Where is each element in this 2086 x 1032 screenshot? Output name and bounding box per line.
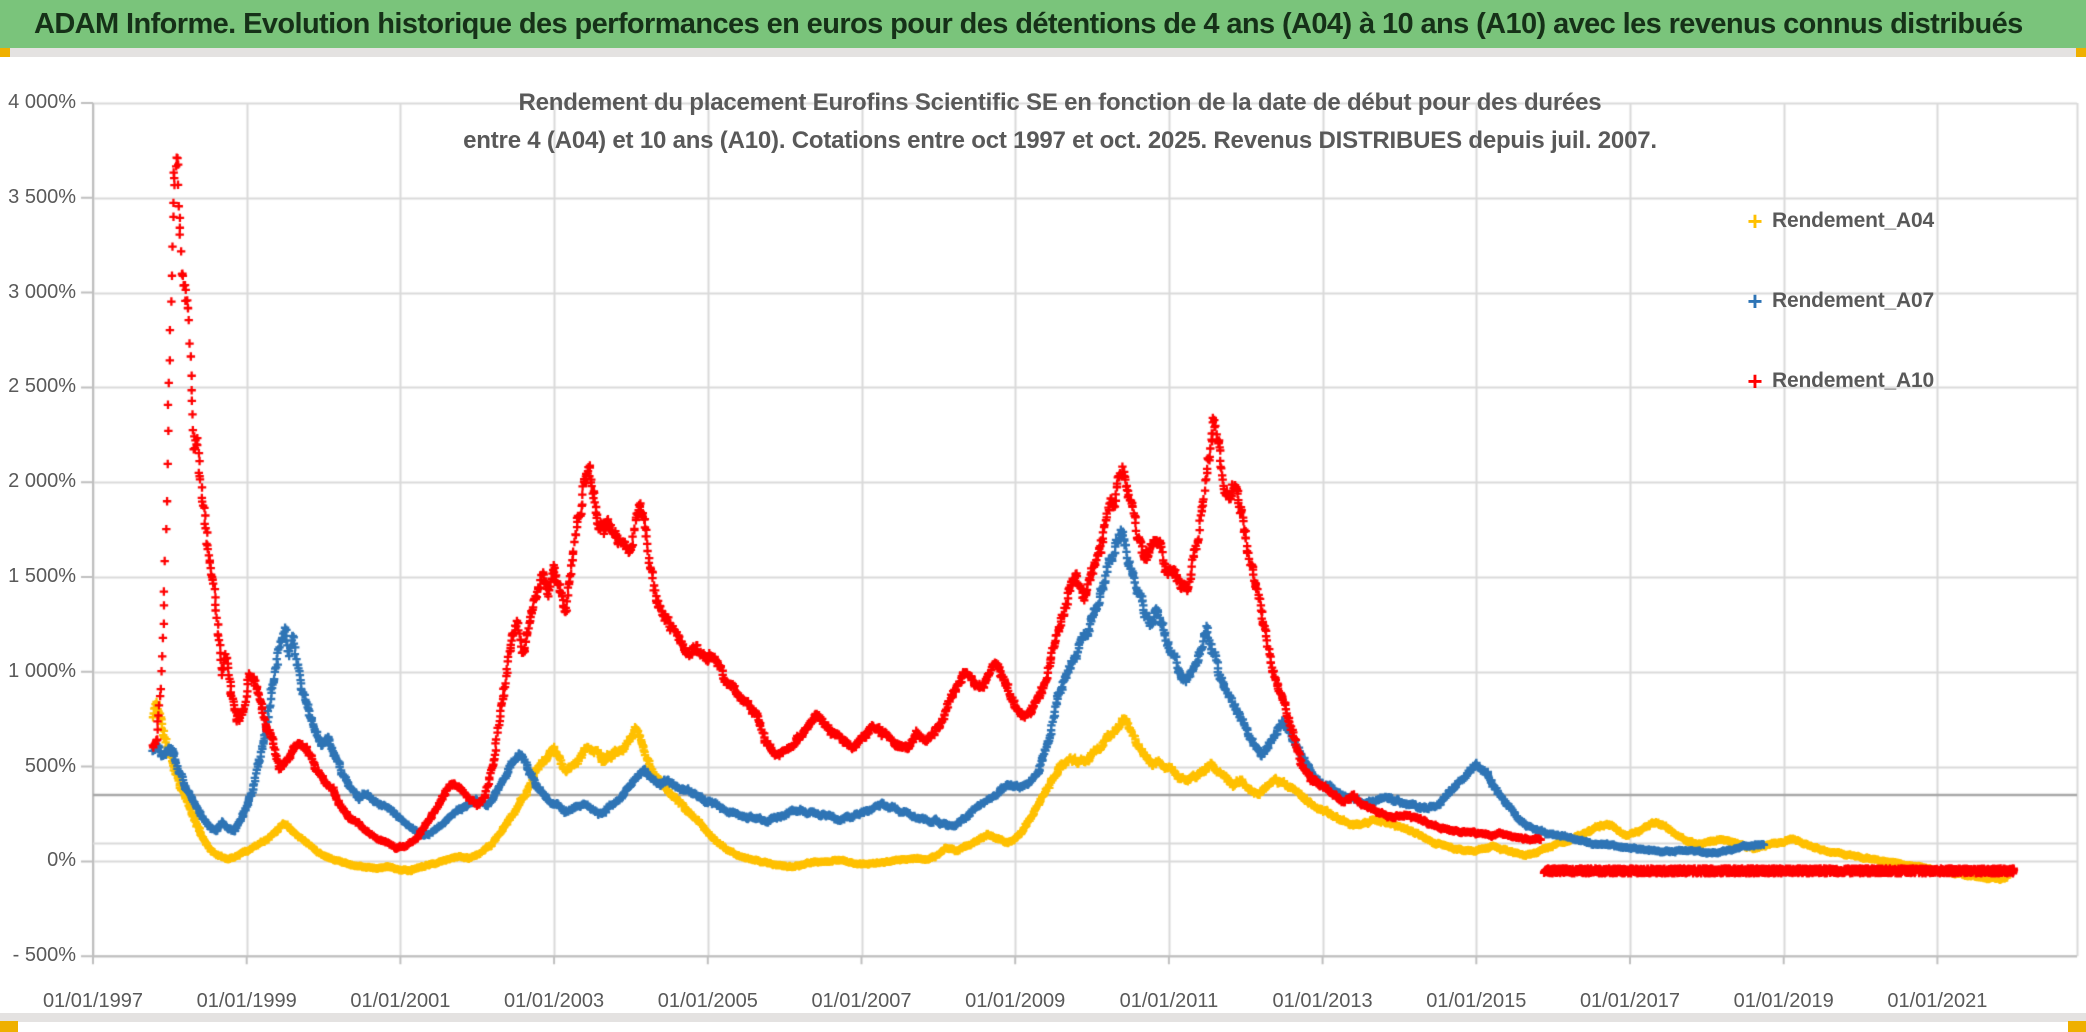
x-axis-tick-label: 01/01/2011 <box>1119 990 1219 1012</box>
legend-item-rendement-a07: + Rendement_A07 <box>1742 286 1934 316</box>
report-title: ADAM Informe. Evolution historique des p… <box>34 7 2023 40</box>
y-axis-tick-label: 1 000% <box>8 659 76 682</box>
x-axis-tick-label: 01/01/2019 <box>1733 990 1834 1012</box>
x-axis-tick-label: 01/01/1999 <box>196 990 297 1012</box>
y-axis-tick-label: 1 500% <box>8 565 76 587</box>
header-separator-bar <box>0 48 2086 57</box>
x-axis-tick-label: 01/01/2015 <box>1426 990 1527 1012</box>
x-axis-tick-label: 01/01/1997 <box>42 990 144 1012</box>
x-axis-tick-label: 01/01/2021 <box>1887 990 1988 1012</box>
legend-item-rendement-a10: + Rendement_A10 <box>1742 366 1934 396</box>
gold-accent-bottom-left <box>0 1021 18 1032</box>
y-axis-tick-label: 3 000% <box>8 280 76 303</box>
y-axis-tick-label: - 500% <box>12 944 76 967</box>
y-axis-tick-label: 2 500% <box>8 375 76 398</box>
gold-accent-top-left <box>0 48 10 57</box>
y-axis-tick-label: 4 000% <box>8 91 76 113</box>
x-axis-tick-label: 01/01/2007 <box>811 990 912 1012</box>
plus-marker-icon: + <box>1747 366 1763 396</box>
legend-label: Rendement_A10 <box>1772 369 1934 392</box>
chart-title: Rendement du placement Eurofins Scientif… <box>70 84 2050 160</box>
bottom-separator-bar <box>0 1013 2086 1022</box>
x-axis-tick-label: 01/01/2013 <box>1272 990 1373 1012</box>
legend-label: Rendement_A07 <box>1772 289 1934 312</box>
legend-label: Rendement_A04 <box>1772 209 1934 232</box>
y-axis-tick-label: 500% <box>24 754 76 777</box>
x-axis-tick-label: 01/01/2009 <box>965 990 1066 1012</box>
report-header: ADAM Informe. Evolution historique des p… <box>0 0 2086 48</box>
y-axis-tick-label: 2 000% <box>8 470 76 493</box>
x-axis-tick-label: 01/01/2005 <box>657 990 758 1012</box>
chart-title-line1: Rendement du placement Eurofins Scientif… <box>518 89 1602 116</box>
chart-title-line2: entre 4 (A04) et 10 ans (A10). Cotations… <box>463 127 1657 154</box>
gold-accent-top-right <box>2076 48 2086 57</box>
plus-marker-icon: + <box>1747 206 1763 236</box>
x-axis-tick-label: 01/01/2001 <box>350 990 451 1012</box>
y-axis-tick-label: 0% <box>47 849 76 872</box>
x-axis-tick-label: 01/01/2003 <box>504 990 605 1012</box>
gold-accent-bottom-right <box>2068 1021 2086 1032</box>
legend-item-rendement-a04: + Rendement_A04 <box>1742 206 1934 236</box>
plus-marker-icon: + <box>1747 286 1763 316</box>
y-axis-tick-label: 3 500% <box>8 185 76 208</box>
x-axis-tick-label: 01/01/2017 <box>1579 990 1681 1012</box>
